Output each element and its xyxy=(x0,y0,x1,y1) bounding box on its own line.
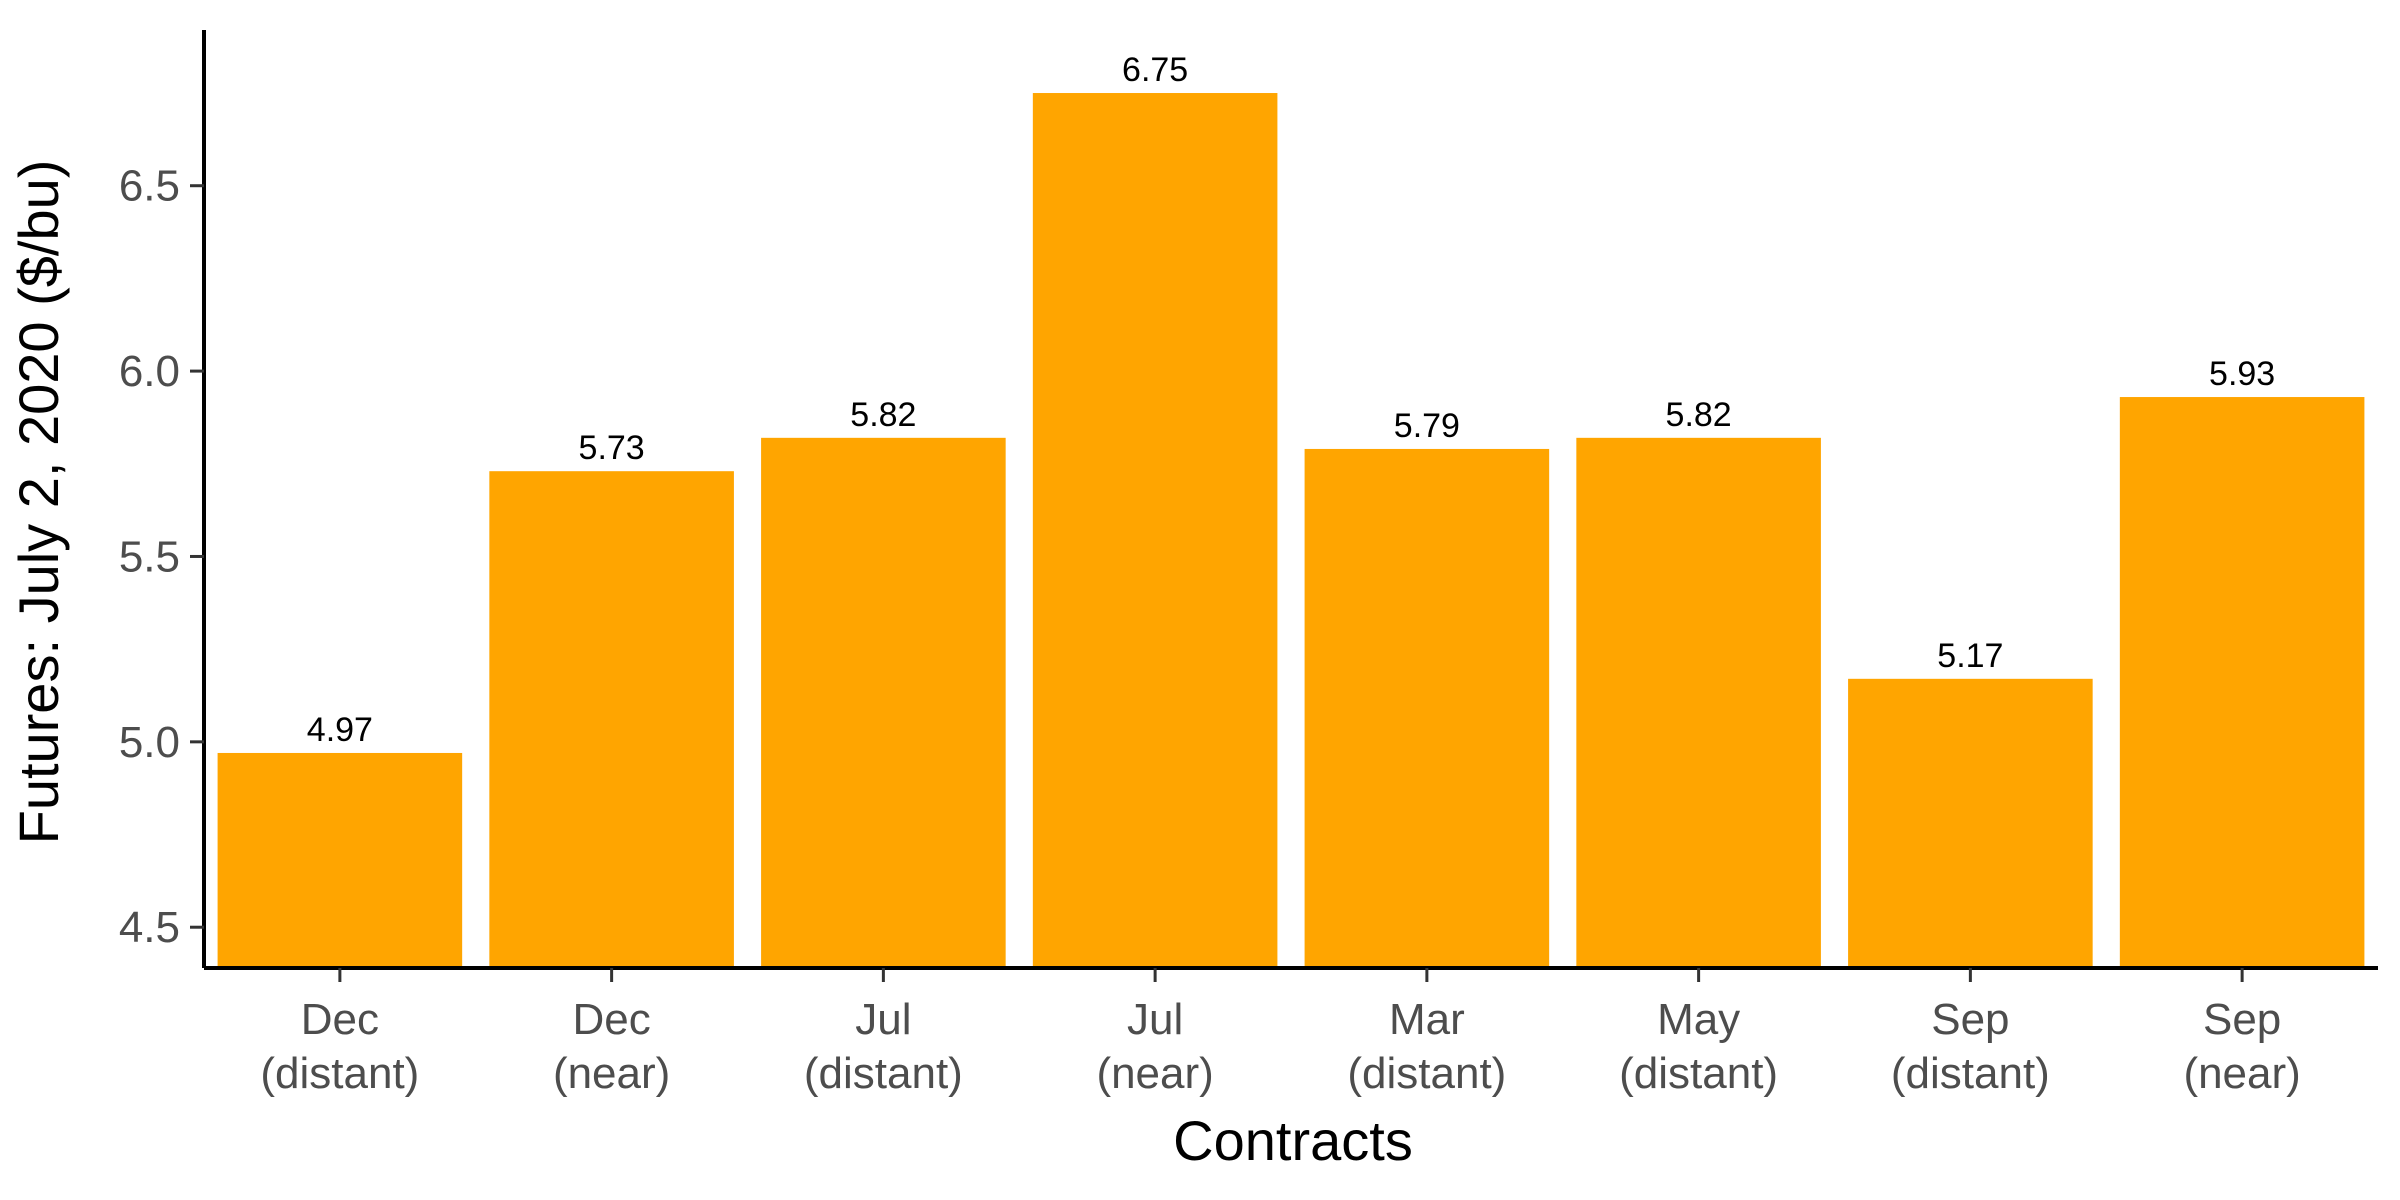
x-tick-label-2-1: (distant) xyxy=(804,1049,963,1098)
bar-7 xyxy=(2119,397,2365,969)
x-axis-title: Contracts xyxy=(1173,1109,1413,1172)
y-tick-label-4: 6.5 xyxy=(119,162,180,211)
bar-4 xyxy=(1304,448,1550,968)
data-label-5: 5.82 xyxy=(1666,396,1732,434)
y-tick-label-2: 5.5 xyxy=(119,532,180,581)
x-tick-label-6-1: (distant) xyxy=(1891,1049,2050,1098)
x-tick-label-1-1: (near) xyxy=(553,1049,670,1098)
data-label-2: 5.82 xyxy=(850,396,916,434)
x-axis: Dec (distant) Dec (near) Jul (distant) Jul (nea… xyxy=(204,966,2378,1098)
x-tick-label-3-0: Jul xyxy=(1127,995,1183,1044)
bar-5 xyxy=(1576,437,1821,969)
data-label-7: 5.93 xyxy=(2209,355,2275,393)
x-tick-label-0-0: Dec xyxy=(301,995,379,1044)
data-label-3: 6.75 xyxy=(1122,51,1188,89)
x-tick-label-7-1: (near) xyxy=(2183,1049,2300,1098)
data-labels-group: 4.97 5.73 5.82 6.75 5.79 5.82 5.17 5.93 xyxy=(307,51,2275,749)
bars-group xyxy=(217,93,2365,969)
bar-1 xyxy=(489,471,734,968)
y-tick-label-0: 4.5 xyxy=(119,903,180,952)
x-tick-label-2-0: Jul xyxy=(855,995,911,1044)
x-tick-label-5-0: May xyxy=(1657,995,1740,1044)
y-tick-label-1: 5.0 xyxy=(119,718,180,767)
x-tick-label-4-1: (distant) xyxy=(1347,1049,1506,1098)
bar-2 xyxy=(761,437,1006,969)
x-tick-label-5-1: (distant) xyxy=(1619,1049,1778,1098)
data-label-1: 5.73 xyxy=(579,429,645,467)
x-tick-label-0-1: (distant) xyxy=(260,1049,419,1098)
bar-0 xyxy=(217,752,463,968)
x-tick-label-1-0: Dec xyxy=(573,995,651,1044)
bar-6 xyxy=(1848,678,2093,968)
x-tick-label-3-1: (near) xyxy=(1096,1049,1213,1098)
y-axis: 4.5 5.0 5.5 6.0 6.5 xyxy=(119,30,206,968)
data-label-6: 5.17 xyxy=(1937,637,2003,675)
y-tick-label-3: 6.0 xyxy=(119,347,180,396)
y-axis-title: Futures: July 2, 2020 ($/bu) xyxy=(7,160,70,845)
x-tick-label-4-0: Mar xyxy=(1389,995,1465,1044)
bar-3 xyxy=(1032,93,1278,969)
x-tick-label-7-0: Sep xyxy=(2203,995,2281,1044)
data-label-0: 4.97 xyxy=(307,711,373,749)
data-label-4: 5.79 xyxy=(1394,407,1460,445)
x-tick-label-6-0: Sep xyxy=(1931,995,2009,1044)
